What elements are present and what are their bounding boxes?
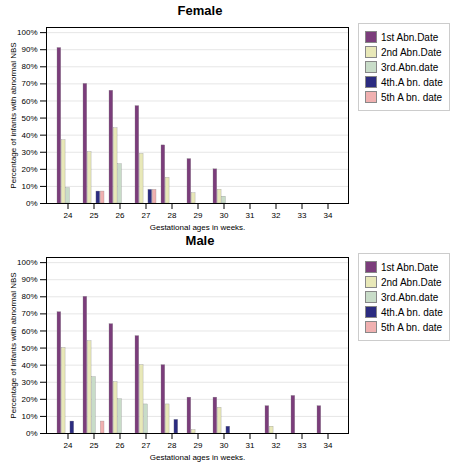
html-text:5th A bn. date: 5th A bn. date (381, 321, 443, 333)
svg-text:31: 31 (246, 441, 255, 450)
svg-text:25: 25 (90, 211, 99, 220)
svg-text:20%: 20% (21, 395, 37, 404)
svg-text:90%: 90% (21, 275, 37, 284)
svg-text:80%: 80% (21, 292, 37, 301)
html-text:Female: Female (177, 3, 223, 18)
html-text:3rd.Abn.date: 3rd.Abn.date (381, 61, 439, 73)
svg-text:28: 28 (168, 211, 177, 220)
svg-text:100%: 100% (17, 258, 37, 267)
svg-text:29: 29 (194, 441, 203, 450)
svg-text:90%: 90% (21, 45, 37, 54)
svg-text:26: 26 (116, 441, 125, 450)
svg-text:28: 28 (168, 441, 177, 450)
svg-text:0%: 0% (26, 199, 38, 208)
svg-text:32: 32 (272, 441, 281, 450)
svg-text:26: 26 (116, 211, 125, 220)
html-text:1st Abn.Date: 1st Abn.Date (381, 31, 439, 43)
svg-text:33: 33 (298, 211, 307, 220)
svg-text:50%: 50% (21, 114, 37, 123)
svg-text:Gestational ages in weeks.: Gestational ages in weeks. (150, 453, 246, 462)
svg-text:25: 25 (90, 441, 99, 450)
svg-text:0%: 0% (26, 429, 38, 438)
html-text:2nd Abn.Date: 2nd Abn.Date (381, 46, 442, 58)
html-text:Male: Male (185, 233, 215, 248)
html-text:5th A bn. date: 5th A bn. date (381, 91, 443, 103)
svg-text:34: 34 (324, 211, 333, 220)
svg-text:24: 24 (64, 441, 73, 450)
svg-text:70%: 70% (21, 79, 37, 88)
svg-text:Gestational ages in weeks.: Gestational ages in weeks. (150, 223, 246, 232)
svg-text:50%: 50% (21, 344, 37, 353)
svg-text:40%: 40% (21, 361, 37, 370)
svg-text:30%: 30% (21, 378, 37, 387)
svg-text:29: 29 (194, 211, 203, 220)
svg-text:33: 33 (298, 441, 307, 450)
svg-text:24: 24 (64, 211, 73, 220)
html-text:4th.A bn. date: 4th.A bn. date (381, 76, 443, 88)
svg-text:Percentage of infants with abn: Percentage of infants with abnormal NBS (9, 42, 18, 188)
html-text:2nd Abn.Date: 2nd Abn.Date (381, 276, 442, 288)
svg-text:31: 31 (246, 211, 255, 220)
svg-text:32: 32 (272, 211, 281, 220)
svg-text:30%: 30% (21, 148, 37, 157)
svg-text:10%: 10% (21, 412, 37, 421)
svg-text:20%: 20% (21, 165, 37, 174)
svg-text:40%: 40% (21, 131, 37, 140)
svg-text:80%: 80% (21, 62, 37, 71)
svg-text:34: 34 (324, 441, 333, 450)
svg-text:60%: 60% (21, 97, 37, 106)
svg-text:Percentage of infants with abn: Percentage of infants with abnormal NBS (9, 272, 18, 418)
svg-text:27: 27 (142, 441, 151, 450)
svg-text:30: 30 (220, 211, 229, 220)
svg-text:100%: 100% (17, 28, 37, 37)
svg-text:10%: 10% (21, 182, 37, 191)
html-text:4th.A bn. date: 4th.A bn. date (381, 306, 443, 318)
html-text:1st Abn.Date: 1st Abn.Date (381, 261, 439, 273)
svg-text:27: 27 (142, 211, 151, 220)
svg-text:60%: 60% (21, 327, 37, 336)
svg-text:30: 30 (220, 441, 229, 450)
html-text:3rd.Abn.date: 3rd.Abn.date (381, 291, 439, 303)
svg-text:70%: 70% (21, 309, 37, 318)
